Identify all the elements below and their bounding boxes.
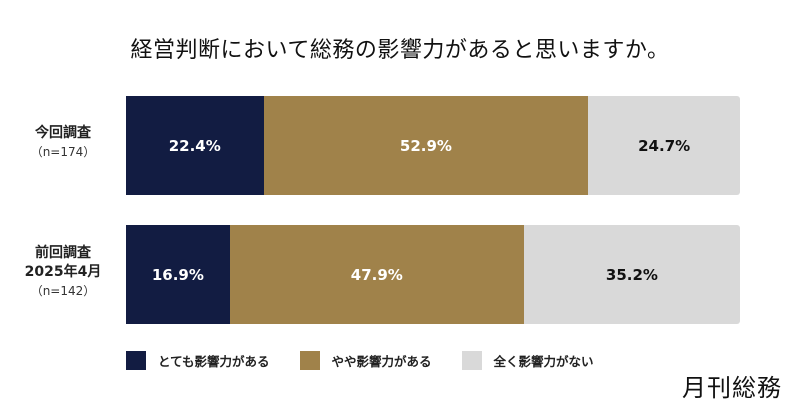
publisher-logo: 月刊総務 — [682, 374, 782, 402]
legend-item-none: 全く影響力がない — [461, 351, 594, 370]
segment-value: 22.4% — [168, 136, 221, 155]
bar-segment-somewhat: 52.9% — [263, 96, 589, 195]
legend-swatch — [299, 351, 320, 370]
segment-value: 47.9% — [350, 265, 403, 284]
segment-value: 52.9% — [399, 136, 452, 155]
bar-segment-somewhat: 47.9% — [229, 225, 524, 324]
legend-label: とても影響力がある — [158, 354, 270, 369]
bar-segment-very: 16.9% — [126, 225, 230, 324]
row-label-n: （n=174） — [30, 145, 96, 159]
row-label-date: 2025年4月 — [24, 264, 102, 280]
legend: とても影響力がある やや影響力がある 全く影響力がない — [126, 351, 624, 370]
row-label-previous: 前回調査 2025年4月 （n=142） — [0, 244, 126, 300]
legend-item-very: とても影響力がある — [126, 351, 270, 370]
bar-segment-none: 35.2% — [523, 225, 740, 324]
chart-title: 経営判断において総務の影響力があると思いますか。 — [130, 38, 670, 63]
legend-swatch — [461, 351, 482, 370]
segment-value: 35.2% — [605, 265, 658, 284]
bar-segment-very: 22.4% — [126, 96, 264, 195]
row-label-current: 今回調査 （n=174） — [0, 124, 126, 161]
segment-value: 24.7% — [638, 136, 691, 155]
row-label-n: （n=142） — [30, 284, 96, 298]
bar-previous: 16.9% 47.9% 35.2% — [126, 225, 740, 324]
legend-label: やや影響力がある — [331, 354, 432, 369]
segment-value: 16.9% — [151, 265, 204, 284]
legend-label: 全く影響力がない — [493, 354, 594, 369]
bar-current: 22.4% 52.9% 24.7% — [126, 96, 740, 195]
legend-item-somewhat: やや影響力がある — [299, 351, 432, 370]
bar-segment-none: 24.7% — [588, 96, 740, 195]
row-label-main: 今回調査 — [35, 125, 91, 141]
legend-swatch — [126, 351, 146, 370]
row-label-main: 前回調査 — [35, 245, 91, 261]
